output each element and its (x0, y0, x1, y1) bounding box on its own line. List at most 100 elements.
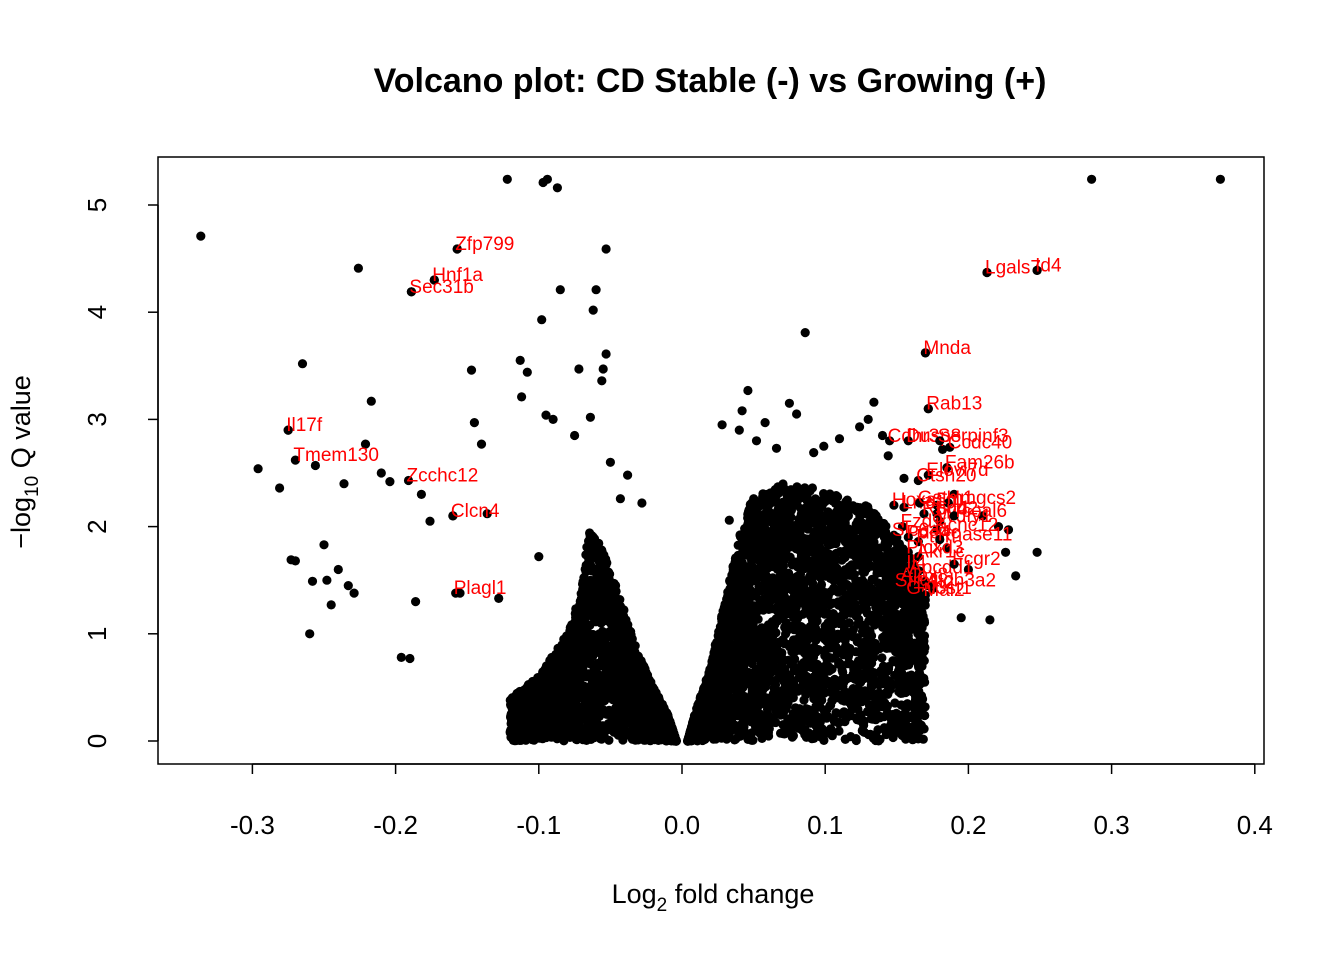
chart-title: Volcano plot: CD Stable (-) vs Growing (… (374, 62, 1047, 100)
data-point (583, 715, 594, 725)
data-point (844, 618, 854, 628)
data-point (837, 555, 847, 565)
data-point (608, 596, 618, 606)
data-point (640, 735, 650, 745)
data-point (619, 605, 629, 615)
data-point (591, 714, 601, 724)
data-point (596, 562, 606, 572)
data-point (599, 696, 609, 706)
data-point (542, 681, 552, 692)
data-point (659, 713, 669, 723)
data-point (648, 694, 658, 704)
data-point (574, 641, 584, 651)
data-point (541, 732, 551, 743)
data-point (574, 689, 584, 699)
data-point (605, 569, 615, 579)
data-point (596, 545, 607, 555)
data-point (592, 632, 602, 642)
data-point (591, 577, 602, 588)
data-point (597, 654, 607, 665)
data-point (587, 693, 597, 703)
data-point (598, 687, 608, 697)
data-point (609, 634, 620, 644)
data-point (630, 731, 640, 741)
data-point (897, 688, 908, 698)
data-point (568, 726, 578, 736)
data-point (557, 666, 567, 676)
data-point (527, 703, 537, 714)
data-point (507, 704, 518, 714)
data-point (630, 706, 641, 716)
data-point (581, 550, 591, 560)
data-point (606, 655, 616, 665)
data-point (559, 648, 569, 659)
data-point (589, 702, 600, 712)
data-point (585, 532, 595, 543)
data-point (578, 603, 588, 613)
data-point (519, 712, 530, 722)
data-point (851, 735, 861, 746)
data-point (869, 711, 879, 722)
data-point (575, 675, 585, 685)
data-point (629, 698, 639, 709)
data-point (568, 621, 578, 631)
data-point (582, 642, 592, 652)
data-point (581, 735, 592, 746)
data-point (572, 735, 582, 745)
data-point (554, 690, 564, 700)
data-point (610, 620, 620, 631)
data-point (599, 731, 609, 741)
data-point (603, 719, 613, 729)
data-point (509, 720, 519, 731)
data-point (822, 705, 832, 715)
data-point (533, 678, 544, 688)
data-point (584, 579, 594, 590)
data-point (600, 643, 610, 653)
data-point (516, 735, 526, 746)
data-point (622, 622, 633, 633)
data-point (576, 629, 586, 639)
data-point (671, 735, 681, 745)
data-point (586, 659, 596, 669)
data-point (582, 729, 592, 739)
data-point (581, 560, 592, 571)
data-point (564, 634, 575, 644)
data-point (555, 699, 565, 709)
data-point (615, 716, 625, 726)
data-point (614, 693, 625, 703)
data-point (557, 640, 567, 650)
data-point (569, 682, 580, 692)
data-point (632, 656, 642, 666)
data-point (548, 715, 559, 725)
data-point (525, 731, 536, 741)
data-point (583, 620, 593, 630)
data-point (638, 712, 648, 722)
data-point (628, 718, 638, 728)
data-point (586, 681, 596, 691)
data-point (565, 700, 575, 710)
data-point (589, 607, 599, 617)
data-point (623, 674, 633, 684)
data-point (620, 665, 630, 675)
data-point (594, 661, 604, 672)
data-point-cloud (505, 479, 930, 746)
data-point (555, 656, 565, 666)
data-point (642, 670, 653, 680)
data-point (540, 707, 550, 717)
data-point (547, 663, 558, 673)
data-point (513, 728, 524, 739)
data-point (581, 612, 591, 622)
data-point (551, 681, 561, 691)
data-point (615, 724, 625, 734)
data-point (565, 670, 575, 680)
data-point (558, 735, 569, 745)
data-point (572, 658, 583, 668)
data-point (551, 732, 562, 742)
data-point (641, 686, 651, 696)
data-point (647, 718, 658, 729)
data-point (569, 710, 579, 721)
data-point (607, 580, 617, 590)
data-point (618, 735, 628, 745)
data-point (623, 645, 633, 655)
